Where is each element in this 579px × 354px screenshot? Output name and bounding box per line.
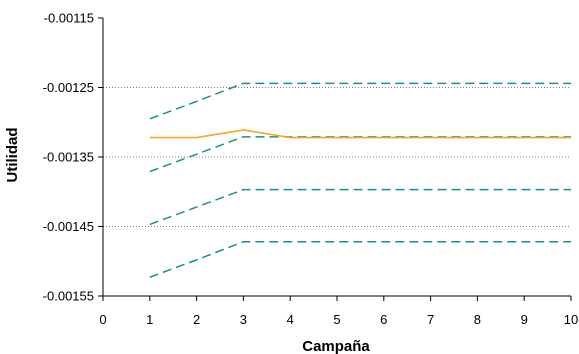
y-tick-label: -0.00125 [43, 80, 94, 95]
x-tick-label: 0 [99, 312, 106, 327]
x-tick-label: 9 [521, 312, 528, 327]
y-axis-title: Utilidad [4, 128, 21, 183]
x-tick-label: 5 [333, 312, 340, 327]
y-tick-label: -0.00135 [43, 150, 94, 165]
series-lines [149, 82, 571, 278]
series-line-1 [149, 129, 571, 139]
x-tick-label: 3 [240, 312, 247, 327]
x-axis-title: Campaña [302, 338, 370, 354]
x-tick-label: 2 [193, 312, 200, 327]
x-tick-label: 6 [380, 312, 387, 327]
y-tick-label: -0.00145 [43, 219, 94, 234]
gridlines [103, 87, 571, 227]
x-tick-label: 8 [474, 312, 481, 327]
x-tick-label: 1 [146, 312, 153, 327]
series-line-2 [149, 82, 571, 120]
x-tick-label: 7 [427, 312, 434, 327]
tick-labels: -0.00115 -0.00125 -0.00135 -0.00145 -0.00155… [43, 11, 579, 328]
x-tick-label: 4 [287, 312, 294, 327]
y-tick-label: -0.00115 [44, 11, 94, 26]
y-tick-label: -0.00155 [43, 289, 94, 304]
series-line-5 [149, 241, 571, 278]
axes [98, 17, 572, 301]
series-line-4 [149, 188, 571, 226]
x-tick-label: 10 [564, 312, 578, 327]
series-line-3 [149, 136, 571, 173]
